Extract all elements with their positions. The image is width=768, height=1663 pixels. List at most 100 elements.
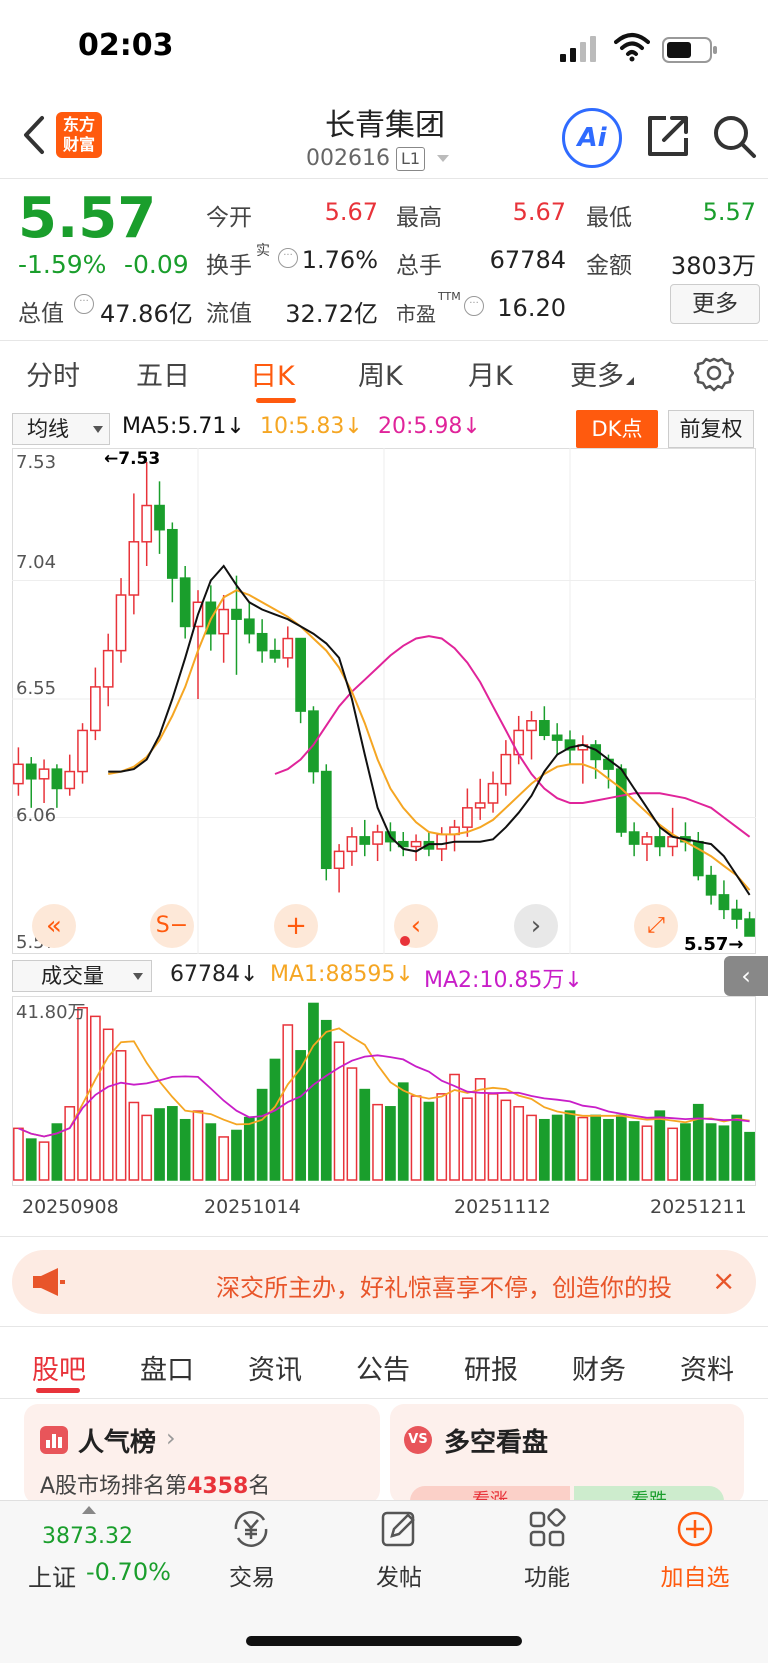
dk-point-button[interactable]: DK点 [576,410,658,448]
volume-ma1-line [18,1027,750,1138]
search-icon[interactable] [710,112,758,160]
y-axis-label: 7.04 [16,552,57,573]
volume-bar [551,1114,563,1181]
info-icon[interactable]: ··· [464,296,484,316]
volume-bar [615,1114,627,1181]
more-button[interactable]: 更多 [670,284,760,324]
index-name[interactable]: 上证 [28,1564,76,1592]
index-value[interactable]: 3873.32 [42,1524,133,1549]
collapse-panel-button[interactable]: ‹ [724,956,768,996]
nav-post[interactable]: 发帖 [376,1565,422,1591]
volume-bar [462,1097,473,1181]
candle-body [218,608,230,635]
forward-adjust-button[interactable]: 前复权 [668,410,754,448]
candle-body [295,637,306,712]
candle-body [718,894,730,911]
low-label: 最低 [586,205,632,231]
volume-ma1: MA1:88595↓ [270,962,414,987]
candle-body [38,768,50,780]
volume-indicator-select[interactable]: 成交量 [12,960,152,992]
volume-bar [359,1088,371,1181]
candle-body [64,770,76,790]
zoom-in-button[interactable]: + [274,904,318,948]
back-icon[interactable] [14,110,54,160]
banner-divider [0,1326,768,1327]
gear-icon[interactable] [694,354,734,394]
share-icon[interactable] [644,112,692,160]
volume-bar [744,1131,755,1181]
volume-bar [90,1015,101,1181]
volume-bar [500,1099,512,1181]
candle-body [474,802,486,809]
volume-bar [423,1101,435,1181]
tab-forum[interactable]: 股吧 [32,1355,86,1386]
volume-bar [333,1041,345,1181]
date-label: 20251211 [650,1196,747,1218]
tab-news[interactable]: 资讯 [248,1355,302,1386]
nav-add-watchlist[interactable]: 加自选 [660,1565,730,1591]
scroll-start-button[interactable]: « [32,904,76,948]
popularity-card[interactable] [24,1404,380,1504]
volume-bar [705,1123,717,1181]
candle-body [282,637,294,659]
ma-select[interactable]: 均线 [12,413,110,445]
tab-financials[interactable]: 财务 [572,1355,626,1386]
nav-trade[interactable]: 交易 [229,1565,275,1591]
stock-code-row[interactable]: 002616 L1 [306,146,450,171]
stock-code: 002616 [306,146,390,171]
total-value-label: 总值 [18,301,64,327]
volume-bar [25,1138,37,1181]
volume-bar [641,1125,653,1181]
volume-ma2-line [18,1054,750,1138]
candle-body [141,504,153,543]
active-section-indicator [36,1388,80,1393]
y-axis-label-top: 7.53 [16,452,57,473]
index-change[interactable]: -0.70% [86,1558,171,1586]
tab-announcements[interactable]: 公告 [356,1355,410,1386]
tab-daily-k[interactable]: 日K [250,361,295,392]
header-divider [0,178,768,179]
pe-label: 市盈 [396,302,436,326]
info-icon[interactable]: ··· [278,248,298,268]
volume-chart[interactable] [12,996,756,1186]
promo-banner[interactable] [12,1250,756,1314]
scroll-right-button[interactable]: › [514,904,558,948]
yen-exchange-icon[interactable] [230,1508,272,1550]
change-amount: -0.09 [124,250,189,279]
candle-body [628,831,640,845]
fullscreen-button[interactable]: ⤢ [634,904,678,948]
chart-divider [0,1236,768,1237]
edit-icon[interactable] [378,1508,420,1550]
tab-weekly-k[interactable]: 周K [358,361,403,392]
tab-orderbook[interactable]: 盘口 [140,1355,194,1386]
caret-up-icon [82,1506,96,1514]
candle-body [641,836,653,845]
banner-text[interactable]: 深交所主办，好礼惊喜享不停，创造你的投 [216,1274,672,1302]
grid-icon[interactable] [526,1508,568,1550]
tab-profile[interactable]: 资料 [680,1355,734,1386]
candle-body [500,753,512,785]
tab-research[interactable]: 研报 [464,1355,518,1386]
volume-bar [77,1007,88,1181]
close-icon[interactable]: × [712,1264,736,1297]
info-icon[interactable]: ··· [74,294,94,314]
candle-body [51,768,63,790]
candle-body [77,729,88,773]
volume-bar [526,1114,537,1181]
add-circle-icon[interactable] [674,1508,716,1550]
stock-name: 长青集团 [325,108,445,143]
tab-more[interactable]: 更多 [570,354,634,393]
candlestick-chart[interactable] [12,448,756,954]
ai-button[interactable]: Ai [562,108,622,168]
tab-five-day[interactable]: 五日 [136,361,190,392]
tab-intraday[interactable]: 分时 [26,361,80,392]
nav-functions[interactable]: 功能 [524,1565,570,1591]
tab-monthly-k[interactable]: 月K [468,361,513,392]
zoom-out-button[interactable]: S− [150,904,194,948]
candle-body [564,739,576,751]
ma20-value: 20:5.98↓ [378,414,481,439]
volume-bar [166,1106,178,1181]
volume-bar [308,1002,319,1181]
current-price: 5.57 [18,186,157,251]
total-value: 47.86亿 [100,300,193,328]
